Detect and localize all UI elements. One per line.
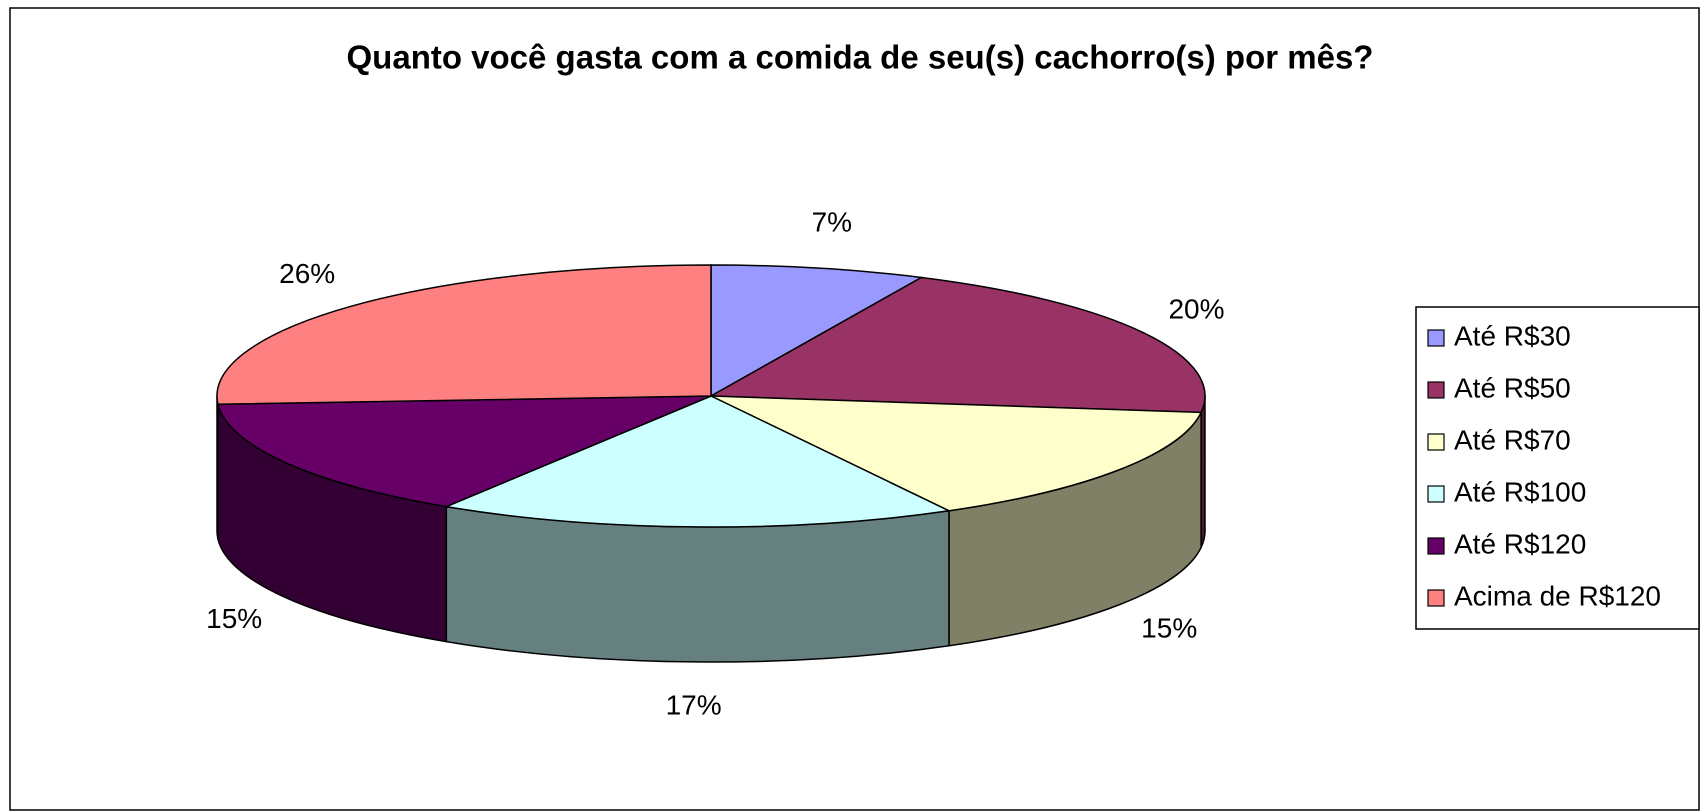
slice: [217, 395, 712, 508]
legend-label: Até R$30: [1454, 320, 1571, 351]
data-label: 7%: [812, 207, 852, 238]
legend-swatch: [1427, 381, 1445, 399]
legend-swatch: [1427, 589, 1445, 607]
data-label: 15%: [206, 603, 262, 634]
legend-label: Até R$100: [1454, 476, 1586, 507]
legend-swatch: [1427, 433, 1445, 451]
legend-swatch: [1427, 485, 1445, 503]
data-label: 20%: [1168, 294, 1224, 325]
slice: [710, 264, 924, 398]
chart-title: Quanto você gasta com a comida de seu(s)…: [347, 39, 1374, 76]
data-label: 26%: [279, 258, 335, 289]
slice-side: [216, 395, 219, 540]
legend-label: Até R$120: [1454, 528, 1586, 559]
data-label: 15%: [1141, 612, 1197, 643]
legend-label: Acima de R$120: [1454, 580, 1661, 611]
slice-side: [445, 505, 950, 663]
legend-box: [1415, 306, 1700, 630]
legend-swatch: [1427, 329, 1445, 347]
slice: [708, 276, 1206, 414]
legend-label: Até R$70: [1454, 424, 1571, 455]
legend-label: Até R$50: [1454, 372, 1571, 403]
slice: [443, 395, 952, 528]
slice: [216, 264, 712, 405]
legend-swatch: [1427, 537, 1445, 555]
data-label: 17%: [666, 689, 722, 720]
slice: [710, 395, 1203, 512]
